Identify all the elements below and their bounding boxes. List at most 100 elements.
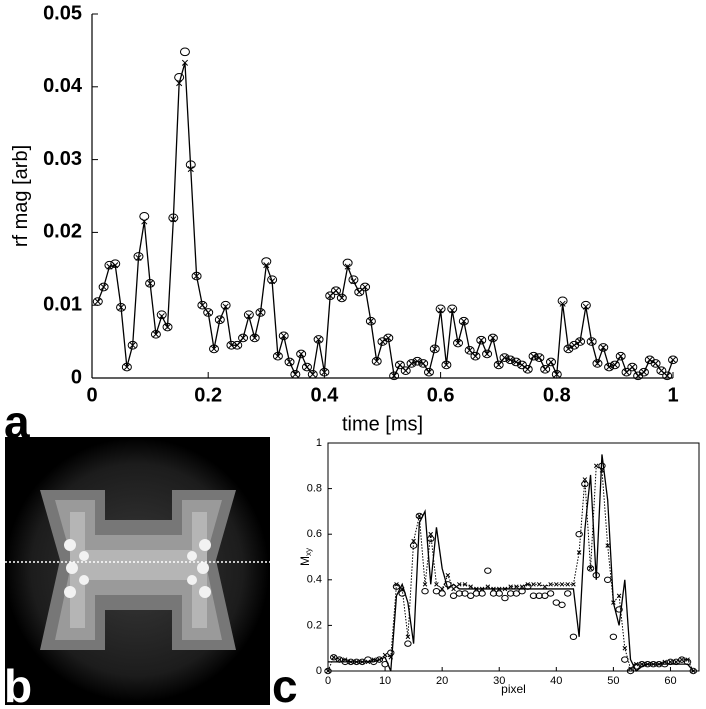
x-marker [457,582,462,587]
x-marker [367,318,374,325]
circle-marker [371,356,382,366]
circle-marker [546,590,555,597]
circle-marker [518,587,526,595]
x-marker [439,586,445,592]
circle-marker [347,658,355,666]
circle-marker [341,658,349,666]
circle-marker [209,344,220,354]
x-marker [536,582,542,587]
x-marker [94,298,101,305]
circle-marker [406,359,417,368]
circle-marker [121,362,132,372]
x-marker [554,582,559,587]
x-marker [377,657,382,662]
x-marker [565,582,570,587]
series-line [97,62,674,378]
x-marker [623,369,630,376]
circle-marker [489,590,498,597]
circle-marker [133,252,144,261]
circle-marker [435,304,446,314]
circle-marker [444,581,452,588]
circle-marker [243,310,254,319]
circle-marker [398,590,406,597]
panel-label: c [272,660,298,709]
circle-marker [529,592,538,599]
x-marker [588,338,595,345]
circle-marker [598,462,606,470]
y-tick-label: 0.04 [43,75,83,97]
circle-marker [575,530,583,538]
y-tick-label: 0.4 [307,574,322,586]
circle-marker [499,353,510,362]
x-marker [152,331,159,338]
circle-marker [418,359,429,368]
x-tick-label: 10 [379,675,391,687]
circle-marker [381,660,389,668]
x-marker [559,300,566,307]
x-marker [616,593,622,599]
circle-marker [301,362,312,372]
x-marker [548,582,553,587]
x-marker [100,283,107,291]
plot: 0 0.01 0.02 0.03 0.04 0.05 0 0.2 0.4 0.6 0.8 1 time … [10,2,678,435]
circle-marker [557,296,568,306]
circle-marker [261,257,272,266]
x-marker [123,364,130,371]
y-tick-label: 0.05 [43,2,82,24]
x-marker [257,309,264,316]
x-marker [664,372,671,379]
x-marker [348,659,354,665]
circle-marker [505,355,516,365]
circle-marker [501,594,509,602]
x-marker [496,586,502,592]
x-marker [405,634,411,640]
x-marker [298,350,305,358]
circle-marker [249,333,260,343]
circle-marker [650,359,661,368]
x-marker [402,367,409,374]
x-marker [474,586,479,592]
circle-marker [586,337,597,346]
circle-marker [666,658,675,666]
x-marker [210,345,218,352]
x-marker [362,283,369,291]
circle-marker [392,583,401,590]
x-marker [479,586,485,592]
circle-marker [649,660,658,668]
circle-marker [534,353,545,362]
circle-marker [150,329,161,339]
circle-marker [551,370,562,379]
x-marker [434,582,439,587]
circle-marker [383,333,394,343]
x-marker [531,582,536,587]
circle-marker [307,370,318,379]
x-marker [356,289,363,296]
circle-marker [104,260,115,270]
x-marker [337,657,342,662]
circle-marker [627,362,638,372]
x-marker [388,655,394,660]
x-marker [472,353,479,360]
circle-marker [400,366,411,376]
circle-marker [179,47,190,57]
x-marker [292,371,299,378]
circle-marker [197,300,208,310]
circle-marker [412,356,423,366]
panel-label: a [4,396,30,448]
x-marker [478,337,485,344]
x-marker [594,360,601,367]
circle-marker [668,355,678,365]
x-marker [547,358,555,366]
x-marker [571,582,576,587]
circle-marker [621,656,629,663]
x-marker [117,304,125,311]
plot-area [327,442,700,672]
circle-marker [522,364,533,374]
circle-marker [214,315,225,325]
x-marker [411,538,416,544]
x-marker [542,584,548,589]
circle-marker [284,357,295,367]
x-marker [491,586,496,592]
x-marker [600,344,607,351]
circle-marker [603,576,612,584]
